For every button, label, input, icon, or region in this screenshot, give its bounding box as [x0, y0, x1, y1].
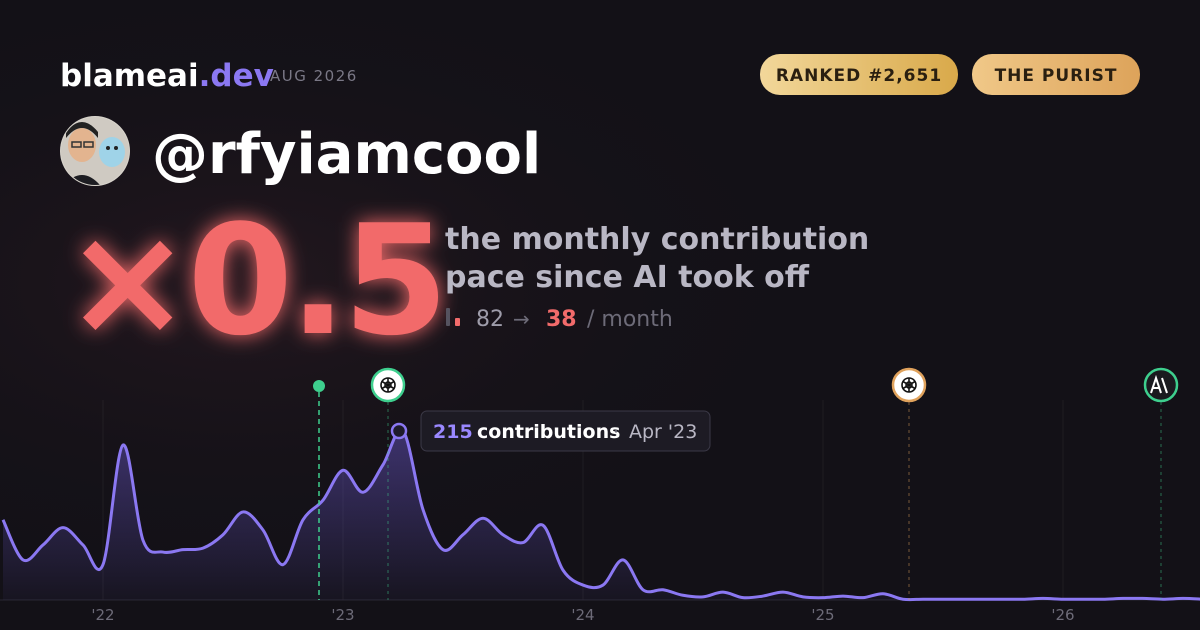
tooltip-unit: contributions — [477, 421, 620, 443]
brand-name: blameai — [60, 58, 199, 94]
x-tick-label: '26 — [1051, 606, 1074, 624]
openai-logo — [901, 377, 917, 393]
brand-tld: .dev — [199, 58, 274, 94]
tooltip-value: 215 — [433, 421, 473, 443]
username: @rfyiamcool — [152, 122, 541, 187]
pace-after: 38 — [546, 307, 577, 332]
avatar — [60, 116, 130, 186]
pace-arrow: → — [513, 307, 530, 331]
area — [3, 429, 1200, 600]
pace-before: 82 — [476, 307, 504, 332]
badge — [760, 54, 958, 95]
tooltip-separator: · — [613, 421, 619, 443]
tooltip-point — [390, 422, 408, 440]
badge-label: RANKED #2,651 — [776, 66, 942, 86]
x-tick-label: '25 — [811, 606, 834, 624]
x-tick-label: '23 — [331, 606, 354, 624]
x-tick-label: '22 — [91, 606, 114, 624]
tooltip-date: Apr '23 — [629, 421, 697, 443]
anthropic-logo — [1150, 374, 1168, 394]
event-dot — [313, 380, 325, 392]
event-markers — [313, 367, 1179, 600]
brand: blameai.dev — [60, 58, 274, 94]
event-icon — [1143, 367, 1179, 403]
pace-unit: / month — [587, 307, 673, 332]
x-tick-label: '24 — [571, 606, 594, 624]
openai-logo — [380, 377, 396, 393]
pace-icon — [446, 308, 450, 326]
line — [1, 428, 1200, 602]
pace-icon — [455, 318, 460, 326]
date: AUG 2026 — [270, 67, 358, 85]
badge — [972, 54, 1140, 95]
multiplier: ×0.5 — [64, 192, 445, 369]
badge-label: THE PURIST — [995, 66, 1118, 86]
headline-line: pace since AI took off — [445, 260, 810, 295]
tooltip — [420, 410, 711, 452]
headline-line: the monthly contribution — [445, 222, 869, 257]
